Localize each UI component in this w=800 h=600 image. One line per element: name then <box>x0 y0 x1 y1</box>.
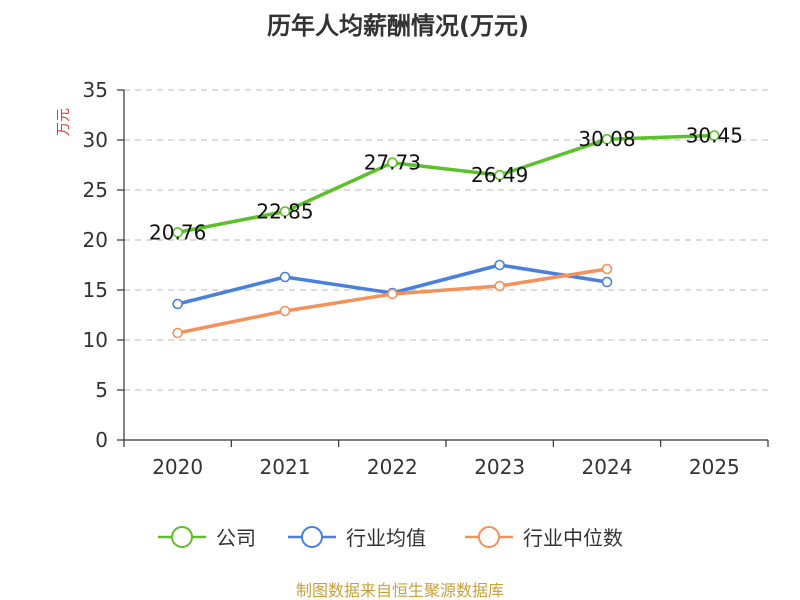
series-1 <box>172 259 613 310</box>
y-tick-label: 25 <box>83 178 108 202</box>
data-point <box>172 298 183 310</box>
y-tick-label: 30 <box>83 128 108 152</box>
legend-swatch-marker <box>301 526 323 548</box>
x-tick-label: 2022 <box>367 455 418 479</box>
legend-label: 行业中位数 <box>523 526 623 550</box>
data-point <box>494 259 505 271</box>
legend-label: 行业均值 <box>346 526 426 550</box>
data-point <box>279 305 291 317</box>
data-point <box>387 288 398 300</box>
data-point <box>279 206 291 217</box>
y-tick-label: 0 <box>95 428 108 452</box>
y-axis-label: 万元 <box>56 108 72 136</box>
x-tick-label: 2021 <box>260 455 311 479</box>
y-tick-label: 10 <box>83 328 108 352</box>
series-line <box>177 133 715 235</box>
data-label: 22.85 <box>256 200 313 224</box>
legend-item[interactable]: 公司 <box>158 526 256 550</box>
series-2 <box>172 263 613 339</box>
x-tick-label: 2020 <box>152 455 203 479</box>
data-label: 26.49 <box>471 163 528 187</box>
x-tick-label: 2025 <box>689 455 740 479</box>
data-point <box>601 276 613 288</box>
data-source-note: 制图数据来自恒生聚源数据库 <box>296 581 504 600</box>
data-label: 30.45 <box>686 124 743 148</box>
chart-title: 历年人均薪酬情况(万元) <box>267 12 529 40</box>
legend-swatch-marker <box>478 526 500 548</box>
data-point <box>709 130 720 141</box>
legend-item[interactable]: 行业均值 <box>288 526 426 550</box>
x-tick-label: 2023 <box>474 455 525 479</box>
data-label: 20.76 <box>149 220 206 244</box>
legend-swatch-marker <box>171 526 193 548</box>
data-label: 30.08 <box>578 127 635 151</box>
data-point <box>387 157 398 168</box>
grid-lines <box>124 89 768 391</box>
y-tick-label: 15 <box>83 278 108 302</box>
x-tick-label: 2024 <box>582 455 633 479</box>
data-point <box>601 133 613 145</box>
legend-label: 公司 <box>216 526 256 550</box>
series-line <box>177 267 608 335</box>
legend-item[interactable]: 行业中位数 <box>465 526 623 550</box>
data-point <box>172 227 183 238</box>
data-label: 27.73 <box>364 151 421 175</box>
data-point <box>172 327 183 339</box>
y-tick-label: 5 <box>95 378 108 402</box>
data-point <box>279 271 291 283</box>
series-0: 20.76 22.85 27.73 26.49 30.08 30.45 <box>149 124 743 245</box>
y-tick-label: 20 <box>83 228 108 252</box>
data-point <box>494 169 505 181</box>
y-tick-label: 35 <box>83 78 108 102</box>
legend[interactable]: 公司 行业均值 行业中位数 <box>158 526 623 550</box>
series-group: 20.76 22.85 27.73 26.49 30.08 30.45 <box>149 124 743 339</box>
data-point <box>494 280 505 292</box>
data-point <box>601 263 613 275</box>
